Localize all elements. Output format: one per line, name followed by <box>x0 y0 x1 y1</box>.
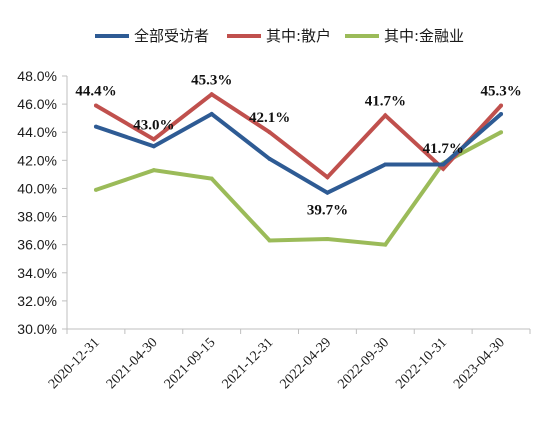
y-tick-label: 36.0% <box>17 237 57 253</box>
data-point-all-respondents <box>499 111 504 116</box>
data-point-retail <box>499 103 504 108</box>
y-tick-label: 38.0% <box>17 209 57 225</box>
data-label-all-respondents: 43.0% <box>133 117 174 133</box>
data-label-all-respondents: 42.1% <box>249 110 290 126</box>
x-tick-label: 2022-04-29 <box>277 335 334 392</box>
data-label-all-respondents: 39.7% <box>307 203 348 219</box>
x-tick-label: 2022-09-30 <box>335 335 392 392</box>
x-tick-label: 2023-04-30 <box>451 335 508 392</box>
data-label-all-respondents: 45.3% <box>480 84 521 100</box>
x-tick-label: 2021-04-30 <box>104 335 161 392</box>
data-point-all-respondents <box>383 162 388 167</box>
data-point-retail <box>325 175 330 180</box>
series-line-financial-industry <box>95 130 503 247</box>
data-point-financial-industry <box>151 168 156 173</box>
data-point-all-respondents <box>267 156 272 161</box>
data-point-all-respondents <box>441 162 446 167</box>
y-tick-label: 40.0% <box>17 180 57 196</box>
data-point-retail <box>209 92 214 97</box>
data-point-financial-industry <box>93 187 98 192</box>
y-tick-label: 34.0% <box>17 265 57 281</box>
x-axis: 2020-12-31 2021-04-30 2021-09-15 2021-12-31… <box>46 328 531 392</box>
y-tick-label: 48.0% <box>17 68 57 84</box>
data-label-all-respondents: 41.7% <box>365 93 406 109</box>
legend-item-retail: 其中:散户 <box>227 27 331 45</box>
legend-label-financial-industry: 其中:金融业 <box>384 27 464 45</box>
data-point-all-respondents <box>325 190 330 195</box>
data-point-retail <box>267 130 272 135</box>
x-tick-label: 2020-12-31 <box>46 335 103 392</box>
data-point-all-respondents <box>151 144 156 149</box>
x-tick-label: 2022-10-31 <box>393 335 450 392</box>
y-tick-label: 30.0% <box>17 321 57 337</box>
data-point-financial-industry <box>383 242 388 247</box>
data-point-all-respondents <box>93 124 98 129</box>
x-tick-label: 2021-09-15 <box>162 335 219 392</box>
y-tick-label: 44.0% <box>17 124 57 140</box>
data-point-retail <box>441 166 446 171</box>
data-label-all-respondents: 45.3% <box>191 72 232 88</box>
legend-item-all-respondents: 全部受访者 <box>95 27 209 45</box>
y-tick-label: 46.0% <box>17 96 57 112</box>
data-point-financial-industry <box>499 130 504 135</box>
data-point-financial-industry <box>209 176 214 181</box>
legend-item-financial-industry: 其中:金融业 <box>345 27 464 45</box>
data-point-retail <box>93 103 98 108</box>
y-tick-label: 32.0% <box>17 293 57 309</box>
series-line-all-respondents <box>95 111 503 195</box>
legend: 全部受访者 其中:散户 其中:金融业 <box>95 27 464 45</box>
data-point-financial-industry <box>267 238 272 243</box>
data-point-financial-industry <box>325 237 330 242</box>
data-point-retail <box>151 137 156 142</box>
data-point-retail <box>383 113 388 118</box>
series-layer <box>93 91 504 247</box>
series-line-retail <box>94 91 503 180</box>
data-label-all-respondents: 44.4% <box>75 84 116 100</box>
x-tick-label: 2021-12-31 <box>220 335 277 392</box>
data-labels: 44.4% 43.0% 45.3% 42.1% 39.7% 41.7% 41.7% 45.3% <box>75 72 521 218</box>
legend-label-retail: 其中:散户 <box>266 27 331 45</box>
legend-label-all-respondents: 全部受访者 <box>134 27 209 45</box>
y-axis: 30.0% 32.0% 34.0% 36.0% 38.0% 40.0% 42.0% 44.0%… <box>17 68 68 337</box>
y-tick-label: 42.0% <box>17 152 57 168</box>
data-point-all-respondents <box>209 111 214 116</box>
data-label-all-respondents: 41.7% <box>423 141 464 157</box>
